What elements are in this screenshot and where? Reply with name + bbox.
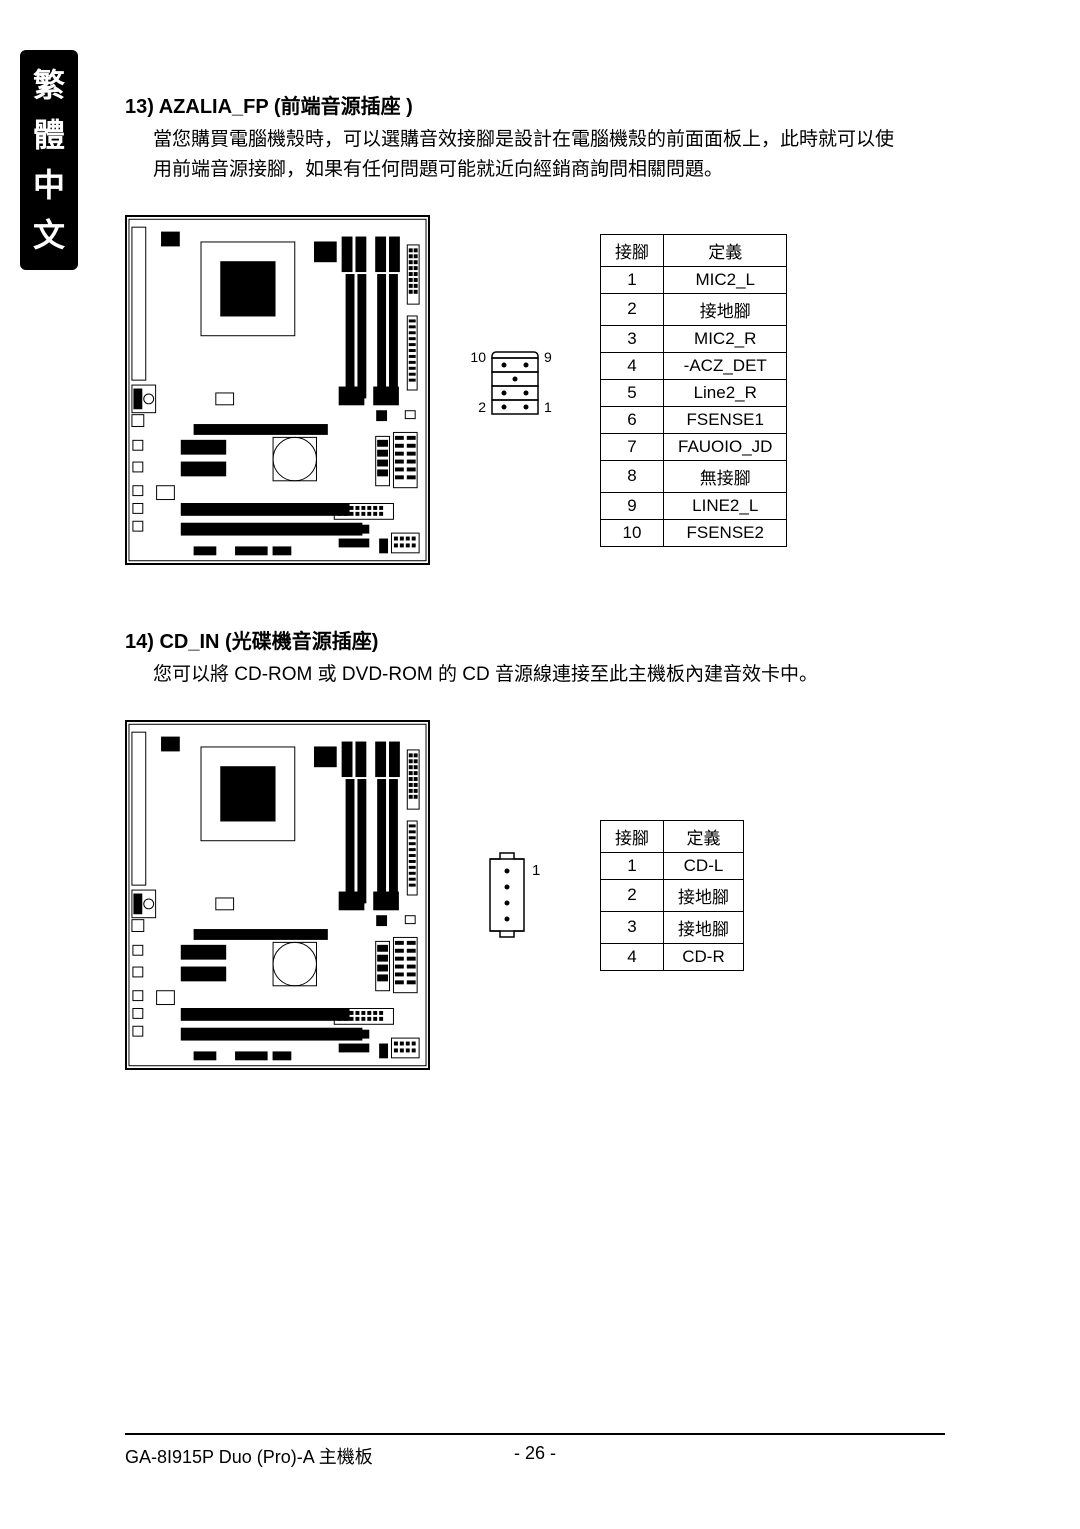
table-row: 4CD-R: [601, 943, 744, 970]
table-row: 3MIC2_R: [601, 325, 787, 352]
table-row: 3接地腳: [601, 911, 744, 943]
table-row: 1MIC2_L: [601, 266, 787, 293]
mobo-svg: [127, 722, 428, 1068]
tab-char: 體: [33, 110, 65, 160]
tab-char: 文: [33, 210, 65, 260]
table-header: 接腳: [601, 234, 664, 266]
table-row: 9LINE2_L: [601, 492, 787, 519]
pin-header-diagram: 10 9 2 1: [450, 340, 580, 440]
footer-right: [575, 1443, 945, 1469]
language-tab: 繁 體 中 文: [20, 50, 78, 270]
tab-char: 中: [33, 160, 65, 210]
table-header: 定義: [664, 234, 787, 266]
table-row: 4-ACZ_DET: [601, 352, 787, 379]
desc-line: 當您購買電腦機殼時，可以選購音效接腳是設計在電腦機殼的前面面板上，此時就可以使: [153, 129, 894, 150]
page-content: 13) AZALIA_FP (前端音源插座 ) 當您購買電腦機殼時，可以選購音效…: [125, 90, 945, 1130]
section-heading: CD_IN (光碟機音源插座): [159, 631, 378, 653]
pin-header-svg: 10 9 2 1: [460, 340, 570, 440]
motherboard-diagram: [125, 215, 430, 565]
table-row: 1CD-L: [601, 852, 744, 879]
section-title: 13) AZALIA_FP (前端音源插座 ): [125, 90, 945, 119]
table-row: 5Line2_R: [601, 379, 787, 406]
section-row: 1 接腳 定義 1CD-L 2接地腳 3接地腳 4CD-R: [125, 720, 945, 1070]
section-description: 您可以將 CD-ROM 或 DVD-ROM 的 CD 音源線連接至此主機板內建音…: [153, 660, 945, 690]
section-row: 10 9 2 1 接腳 定義 1MIC2_L 2接地腳 3MIC2_R 4-AC…: [125, 215, 945, 565]
pin-label-br: 1: [544, 399, 552, 415]
pin-table-14: 接腳 定義 1CD-L 2接地腳 3接地腳 4CD-R: [600, 820, 744, 971]
table-header-row: 接腳 定義: [601, 820, 744, 852]
pin-label-bl: 2: [478, 399, 486, 415]
pin-label-tr: 9: [544, 349, 552, 365]
footer-left: GA-8I915P Duo (Pro)-A 主機板: [125, 1443, 495, 1469]
pin-label-tl: 10: [470, 349, 486, 365]
pin-header-diagram: 1: [450, 845, 580, 945]
motherboard-diagram: [125, 720, 430, 1070]
table-row: 10FSENSE2: [601, 519, 787, 546]
table-row: 7FAUOIO_JD: [601, 433, 787, 460]
mobo-svg: [127, 217, 428, 563]
section-14: 14) CD_IN (光碟機音源插座) 您可以將 CD-ROM 或 DVD-RO…: [125, 625, 945, 1070]
pin-header-svg: 1: [470, 845, 560, 945]
page-footer: GA-8I915P Duo (Pro)-A 主機板 - 26 -: [125, 1433, 945, 1469]
desc-line: 用前端音源接腳，如果有任何問題可能就近向經銷商詢問相關問題。: [153, 159, 723, 180]
table-row: 2接地腳: [601, 293, 787, 325]
desc-line: 您可以將 CD-ROM 或 DVD-ROM 的 CD 音源線連接至此主機板內建音…: [153, 664, 818, 685]
section-heading: AZALIA_FP (前端音源插座 ): [159, 96, 413, 118]
section-number: 13): [125, 96, 154, 118]
table-header-row: 接腳 定義: [601, 234, 787, 266]
tab-char: 繁: [33, 60, 65, 110]
section-13: 13) AZALIA_FP (前端音源插座 ) 當您購買電腦機殼時，可以選購音效…: [125, 90, 945, 565]
table-header: 定義: [664, 820, 744, 852]
table-row: 6FSENSE1: [601, 406, 787, 433]
section-description: 當您購買電腦機殼時，可以選購音效接腳是設計在電腦機殼的前面面板上，此時就可以使 …: [153, 125, 945, 185]
pin-label: 1: [532, 862, 540, 879]
section-number: 14): [125, 631, 154, 653]
section-title: 14) CD_IN (光碟機音源插座): [125, 625, 945, 654]
footer-page-number: - 26 -: [495, 1443, 575, 1469]
pin-table-13: 接腳 定義 1MIC2_L 2接地腳 3MIC2_R 4-ACZ_DET 5Li…: [600, 234, 787, 547]
table-header: 接腳: [601, 820, 664, 852]
table-row: 2接地腳: [601, 879, 744, 911]
table-row: 8無接腳: [601, 460, 787, 492]
